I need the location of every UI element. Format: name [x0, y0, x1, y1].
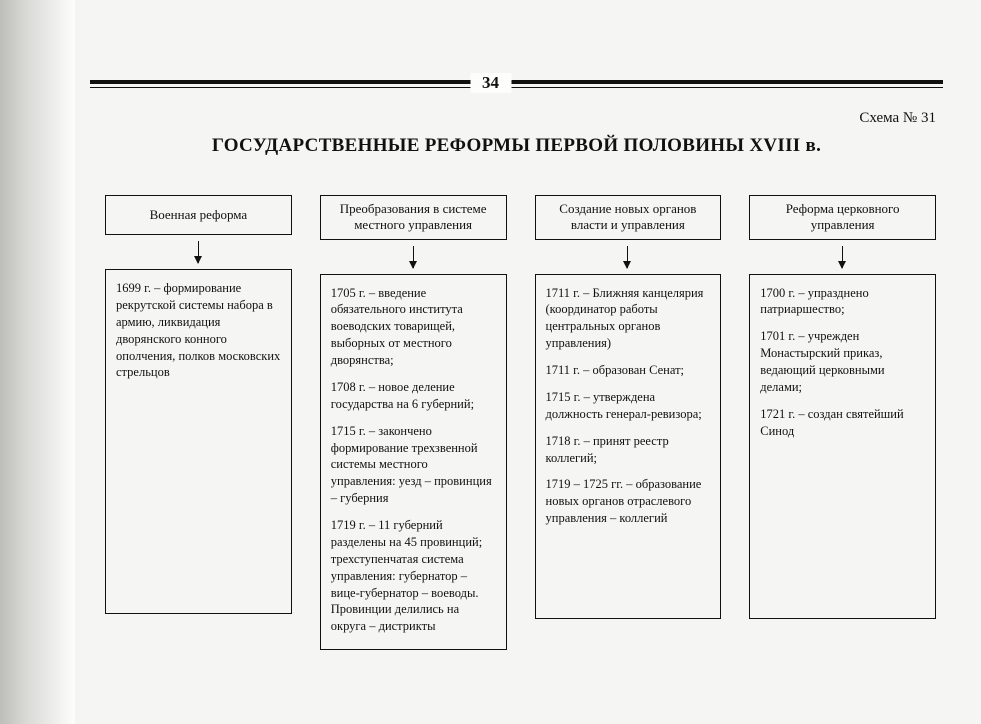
body-item: 1701 г. – учрежден Монастырский приказ, …	[760, 328, 925, 396]
arrow-down-icon	[413, 246, 414, 268]
body-item: 1711 г. – Ближняя канцелярия (координато…	[546, 285, 711, 353]
column-header: Преобразования в системе местного управл…	[320, 195, 507, 240]
body-item: 1700 г. – упразднено патриаршество;	[760, 285, 925, 319]
page-title: ГОСУДАРСТВЕННЫЕ РЕФОРМЫ ПЕРВОЙ ПОЛОВИНЫ …	[90, 135, 943, 157]
body-item: 1715 г. – утверждена должность генерал-р…	[546, 389, 711, 423]
scheme-number-label: Схема № 31	[859, 110, 936, 127]
top-rule	[90, 80, 943, 92]
column-body: 1705 г. – введение обязательного институ…	[320, 274, 507, 651]
body-item: 1719 – 1725 гг. – образование новых орга…	[546, 476, 711, 527]
column-header: Создание новых органов власти и управлен…	[535, 195, 722, 240]
column-header: Реформа церковного управления	[749, 195, 936, 240]
body-item: 1721 г. – создан святейший Синод	[760, 406, 925, 440]
column-body: 1699 г. – формирование рекрутской систем…	[105, 269, 292, 614]
column-church-reform: Реформа церковного управления 1700 г. – …	[749, 195, 936, 619]
column-body: 1711 г. – Ближняя канцелярия (координато…	[535, 274, 722, 619]
body-item: 1705 г. – введение обязательного институ…	[331, 285, 496, 369]
arrow-down-icon	[198, 241, 199, 263]
page-gutter-shadow	[0, 0, 75, 724]
body-item: 1715 г. – закончено формирование трехзве…	[331, 423, 496, 507]
column-local-government: Преобразования в системе местного управл…	[320, 195, 507, 650]
page-number: 34	[470, 73, 511, 93]
column-new-authorities: Создание новых органов власти и управлен…	[535, 195, 722, 619]
arrow-down-icon	[627, 246, 628, 268]
column-military-reform: Военная реформа 1699 г. – формирование р…	[105, 195, 292, 614]
body-item: 1711 г. – образован Сенат;	[546, 362, 711, 379]
column-body: 1700 г. – упразднено патриаршество; 1701…	[749, 274, 936, 619]
arrow-down-icon	[842, 246, 843, 268]
body-item: 1708 г. – новое деление государства на 6…	[331, 379, 496, 413]
body-item: 1718 г. – принят реестр коллегий;	[546, 433, 711, 467]
body-item: 1699 г. – формирование рекрутской систем…	[116, 280, 281, 381]
column-header: Военная реформа	[105, 195, 292, 235]
body-item: 1719 г. – 11 губерний разделены на 45 пр…	[331, 517, 496, 635]
diagram-columns: Военная реформа 1699 г. – формирование р…	[105, 195, 936, 650]
